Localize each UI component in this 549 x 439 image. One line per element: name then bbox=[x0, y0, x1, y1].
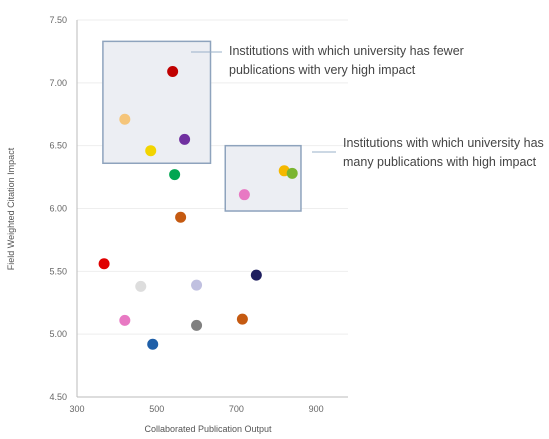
data-point bbox=[286, 167, 298, 179]
data-point bbox=[147, 338, 159, 350]
data-point bbox=[169, 169, 181, 181]
y-axis-label: Field Weighted Citation Impact bbox=[6, 147, 16, 270]
data-point bbox=[135, 280, 147, 292]
x-tick-label: 500 bbox=[149, 404, 164, 414]
annotation-fewer-publications: Institutions with which university has f… bbox=[229, 44, 464, 77]
highlight-boxes bbox=[102, 40, 302, 212]
y-tick-label: 6.50 bbox=[49, 141, 67, 151]
data-point bbox=[119, 314, 131, 326]
data-point bbox=[191, 319, 203, 331]
highlight-box-2 bbox=[224, 144, 302, 212]
data-point bbox=[98, 258, 110, 270]
axes bbox=[76, 20, 348, 398]
data-point bbox=[250, 269, 262, 281]
data-points bbox=[98, 66, 298, 350]
y-tick-label: 5.00 bbox=[49, 329, 67, 339]
data-point bbox=[145, 145, 157, 157]
data-point bbox=[167, 66, 179, 78]
y-tick-label: 7.50 bbox=[49, 15, 67, 25]
y-tick-labels: 7.50 7.00 6.50 6.00 5.50 5.00 4.50 bbox=[49, 15, 67, 402]
data-point bbox=[119, 113, 131, 125]
data-point bbox=[191, 279, 203, 291]
data-point bbox=[236, 313, 248, 325]
y-tick-label: 6.00 bbox=[49, 204, 67, 214]
annotation-many-publications: Institutions with which university has m… bbox=[343, 136, 544, 169]
y-tick-label: 4.50 bbox=[49, 392, 67, 402]
data-point bbox=[175, 211, 187, 223]
y-tick-label: 5.50 bbox=[49, 266, 67, 276]
y-tick-label: 7.00 bbox=[49, 78, 67, 88]
x-tick-label: 700 bbox=[229, 404, 244, 414]
x-tick-label: 300 bbox=[69, 404, 84, 414]
highlight-box-1 bbox=[102, 40, 212, 165]
callout-leaders bbox=[191, 51, 336, 153]
data-point bbox=[179, 133, 191, 145]
x-tick-label: 900 bbox=[309, 404, 324, 414]
x-axis-label: Collaborated Publication Output bbox=[144, 424, 272, 434]
data-point bbox=[238, 189, 250, 201]
x-tick-labels: 300 500 700 900 bbox=[69, 404, 323, 414]
